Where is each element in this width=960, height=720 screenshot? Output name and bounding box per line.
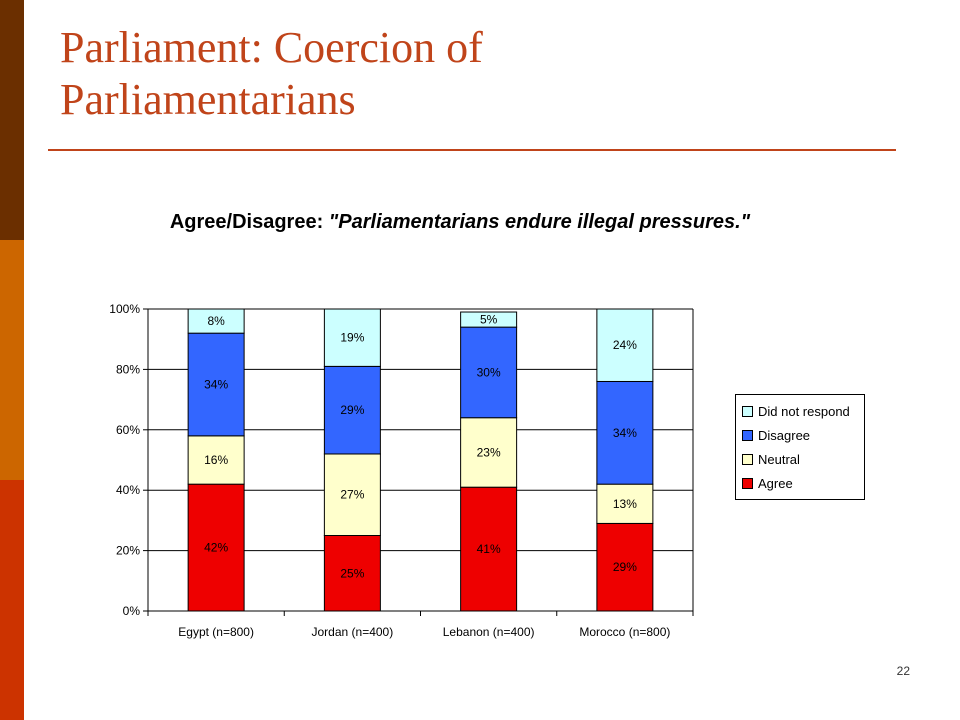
y-tick-label: 40% bbox=[116, 483, 140, 497]
y-tick-label: 60% bbox=[116, 423, 140, 437]
bars-layer: 42% 16% 34% 8% 25% 27% 29% 19% 41% 23% 30% 5% 29% 13%… bbox=[187, 308, 654, 612]
chart-title: Agree/Disagree: "Parliamentarians endure… bbox=[150, 208, 770, 236]
y-tick-label: 100% bbox=[109, 302, 140, 316]
legend-item: Neutral bbox=[742, 447, 858, 471]
data-label: 29% bbox=[613, 560, 637, 574]
legend-swatch bbox=[742, 453, 753, 465]
bar-segment bbox=[323, 308, 381, 367]
bar-segment bbox=[460, 326, 518, 419]
data-label: 23% bbox=[477, 445, 501, 459]
bar-segment bbox=[187, 308, 245, 334]
data-label: 13% bbox=[613, 497, 637, 511]
bar-segment bbox=[596, 483, 654, 524]
sidebar-stripe-top bbox=[0, 0, 24, 240]
legend-item: Agree bbox=[742, 471, 858, 495]
data-label: 41% bbox=[477, 542, 501, 556]
data-label: 25% bbox=[340, 566, 364, 580]
legend-swatch bbox=[742, 405, 753, 417]
legend-swatch bbox=[742, 429, 753, 441]
data-label: 16% bbox=[204, 453, 228, 467]
data-label: 8% bbox=[207, 314, 225, 328]
bar-segment bbox=[596, 380, 654, 485]
sidebar-stripe-bottom bbox=[0, 480, 24, 720]
chart-legend: Did not respond Disagree Neutral Agree bbox=[735, 394, 865, 500]
legend-label: Agree bbox=[758, 475, 793, 491]
bar-segment bbox=[596, 308, 654, 382]
bar-segment bbox=[323, 453, 381, 536]
legend-swatch bbox=[742, 477, 753, 489]
y-tick-label: 20% bbox=[116, 544, 140, 558]
bar-segment bbox=[187, 332, 245, 437]
x-tick-label: Egypt (n=800) bbox=[178, 625, 254, 639]
legend-item: Did not respond bbox=[742, 399, 858, 423]
legend-label: Neutral bbox=[758, 451, 800, 467]
x-tick-label: Lebanon (n=400) bbox=[443, 625, 535, 639]
bar-segment bbox=[596, 522, 654, 612]
data-label: 29% bbox=[340, 403, 364, 417]
data-label: 34% bbox=[204, 378, 228, 392]
legend-label: Did not respond bbox=[758, 403, 850, 419]
slide-title: Parliament: Coercion of Parliamentarians bbox=[60, 23, 483, 124]
data-label: 42% bbox=[204, 541, 228, 555]
bar-segment bbox=[187, 483, 245, 612]
x-tick-label: Jordan (n=400) bbox=[312, 625, 394, 639]
bar-segment bbox=[323, 365, 381, 455]
y-tick-label: 0% bbox=[123, 604, 141, 618]
bar-segment bbox=[460, 311, 518, 328]
data-label: 19% bbox=[340, 331, 364, 345]
x-tick-label: Morocco (n=800) bbox=[579, 625, 670, 639]
legend-label: Disagree bbox=[758, 427, 811, 443]
data-label: 34% bbox=[613, 426, 637, 440]
bar-segment bbox=[460, 417, 518, 488]
legend-item: Disagree bbox=[742, 423, 858, 447]
chart-title-quote: "Parliamentarians endure illegal pressur… bbox=[328, 211, 751, 233]
data-label: 5% bbox=[480, 313, 498, 327]
sidebar-stripe-middle bbox=[0, 240, 24, 480]
data-label: 24% bbox=[613, 338, 637, 352]
chart-title-lead: Agree/Disagree: bbox=[169, 211, 324, 233]
y-tick-label: 80% bbox=[116, 362, 140, 376]
page-number: 22 bbox=[896, 664, 910, 678]
bar-segment bbox=[460, 486, 518, 612]
title-rule bbox=[48, 149, 896, 151]
data-label: 30% bbox=[477, 365, 501, 379]
data-label: 27% bbox=[340, 488, 364, 502]
axis-layer: 0% 20% 40% 60% 80% 100% Egypt (n=800) Jordan (n… bbox=[109, 302, 694, 639]
bar-segment bbox=[187, 435, 245, 485]
